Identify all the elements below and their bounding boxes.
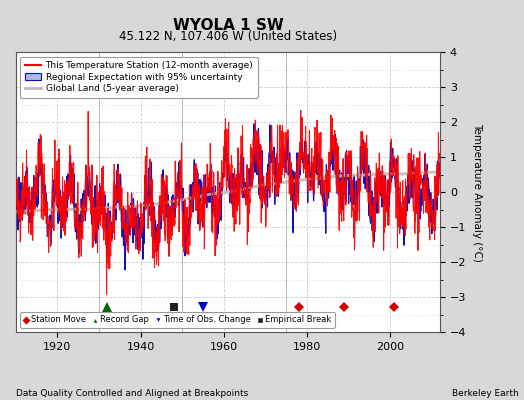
Text: Berkeley Earth: Berkeley Earth: [452, 389, 519, 398]
Text: WYOLA 1 SW: WYOLA 1 SW: [172, 18, 283, 33]
Text: Data Quality Controlled and Aligned at Breakpoints: Data Quality Controlled and Aligned at B…: [16, 389, 248, 398]
Y-axis label: Temperature Anomaly (°C): Temperature Anomaly (°C): [472, 122, 482, 262]
Text: 45.122 N, 107.406 W (United States): 45.122 N, 107.406 W (United States): [119, 30, 337, 43]
Legend: Station Move, Record Gap, Time of Obs. Change, Empirical Break: Station Move, Record Gap, Time of Obs. C…: [20, 312, 334, 328]
